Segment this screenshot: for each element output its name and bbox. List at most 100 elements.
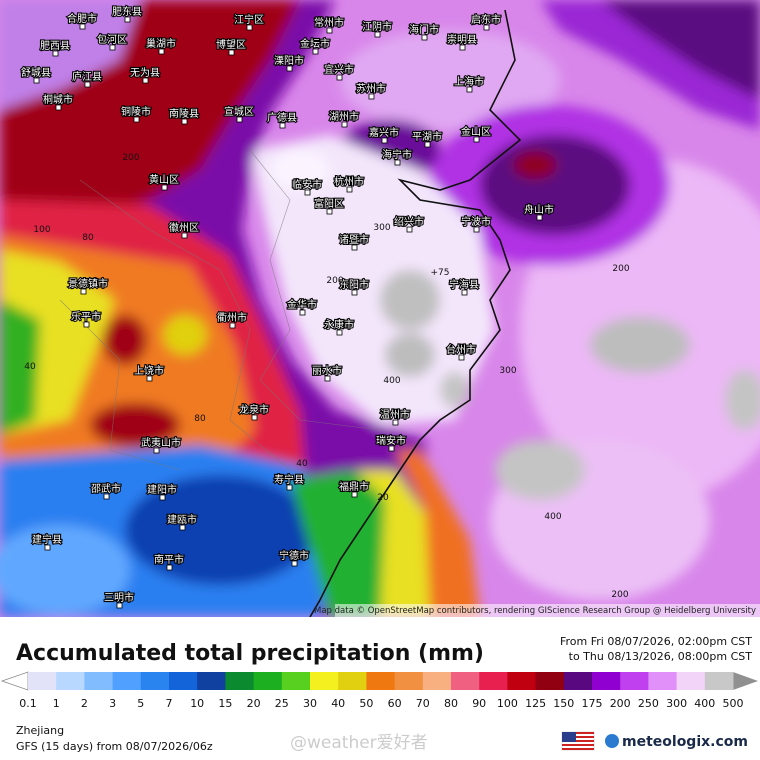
city-label: 建瓯市 xyxy=(167,513,197,526)
city-marker xyxy=(159,494,166,501)
city-marker xyxy=(79,23,86,30)
city-marker xyxy=(286,65,293,72)
legend-swatch xyxy=(338,672,367,690)
city-marker xyxy=(466,86,473,93)
city-label: 舟山市 xyxy=(524,203,554,216)
city-label: 上海市 xyxy=(454,75,484,88)
city-label: 福鼎市 xyxy=(339,480,369,493)
city-label: 合肥市 xyxy=(67,12,97,25)
contour-label: 40 xyxy=(296,459,308,469)
legend-label: 50 xyxy=(359,697,373,710)
city-label: 铜陵市 xyxy=(121,105,151,118)
region: Zhejiang xyxy=(16,724,64,737)
legend-swatch xyxy=(479,672,508,690)
city-label: 建阳市 xyxy=(147,483,177,496)
city-marker xyxy=(229,322,236,329)
city-label: 苏州市 xyxy=(356,82,386,95)
contour-label: 300 xyxy=(499,366,516,376)
logo: meteologix.com xyxy=(622,734,748,750)
legend-label: 250 xyxy=(638,697,659,710)
city-marker xyxy=(153,447,160,454)
legend-swatch xyxy=(140,672,170,690)
legend-swatch xyxy=(592,672,621,690)
city-marker xyxy=(103,493,110,500)
legend-label: 2 xyxy=(81,697,88,710)
city-marker xyxy=(473,136,480,143)
city-label: 宁波市 xyxy=(461,215,491,228)
city-label: 广德县 xyxy=(267,111,297,124)
city-marker xyxy=(279,122,286,129)
city-marker xyxy=(84,81,91,88)
city-label: 徽州区 xyxy=(169,221,199,234)
legend-label: 30 xyxy=(303,697,317,710)
city-label: 诸暨市 xyxy=(339,233,369,246)
city-label: 温州市 xyxy=(380,408,410,421)
city-label: 巢湖市 xyxy=(146,37,176,50)
contour-label: 300 xyxy=(373,223,390,233)
city-marker xyxy=(124,16,131,23)
contour-label: 100 xyxy=(33,225,50,235)
title: Accumulated total precipitation (mm) xyxy=(16,641,484,666)
city-label: 常州市 xyxy=(314,16,344,29)
legend-swatch xyxy=(28,672,57,690)
city-label: 建宁县 xyxy=(32,533,62,546)
city-label: 庐江县 xyxy=(72,70,102,83)
legend-label: 1 xyxy=(53,697,60,710)
legend-label: 5 xyxy=(137,697,144,710)
watermark: @weather爱好者 xyxy=(290,733,428,753)
legend-label: 175 xyxy=(582,697,603,710)
attribution: Map data © OpenStreetMap contributors, r… xyxy=(314,606,756,616)
city-label: 宜兴市 xyxy=(324,63,354,76)
city-label: 金坛市 xyxy=(300,37,330,50)
city-label: 乐平市 xyxy=(71,310,101,323)
city-label: 溧阳市 xyxy=(274,54,304,67)
city-marker xyxy=(461,289,468,296)
city-label: 杭州市 xyxy=(334,175,364,188)
city-label: 邵武市 xyxy=(91,482,121,495)
city-label: 启东市 xyxy=(471,13,501,26)
legend-swatch xyxy=(422,672,452,690)
city-label: 南平市 xyxy=(154,553,184,566)
city-label: 江阴市 xyxy=(362,20,392,33)
city-label: 江宁区 xyxy=(234,13,264,26)
legend-label: 70 xyxy=(416,697,430,710)
city-marker xyxy=(83,321,90,328)
contour-label: 200 xyxy=(612,264,629,274)
legend-label: 500 xyxy=(723,697,744,710)
city-marker xyxy=(286,484,293,491)
city-marker xyxy=(536,214,543,221)
contour-label: 400 xyxy=(544,512,561,522)
legend-swatch xyxy=(451,672,480,690)
contour-label: 40 xyxy=(24,362,36,372)
city-label: 嘉兴市 xyxy=(369,126,399,139)
city-label: 海门市 xyxy=(409,23,439,36)
contour-label: 200 xyxy=(326,276,343,286)
city-label: 绍兴市 xyxy=(394,215,424,228)
city-label: 台州市 xyxy=(446,343,476,356)
legend-swatch xyxy=(676,672,706,690)
city-label: 龙泉市 xyxy=(239,403,269,416)
city-label: 寿宁县 xyxy=(274,473,304,486)
city-label: 瑞安市 xyxy=(376,434,406,447)
city-marker xyxy=(324,375,331,382)
legend-label: 20 xyxy=(247,697,261,710)
city-marker xyxy=(473,226,480,233)
legend-label: 90 xyxy=(472,697,486,710)
city-label: 临安市 xyxy=(292,178,322,191)
city-label: 三明市 xyxy=(104,591,134,604)
legend-label: 25 xyxy=(275,697,289,710)
city-marker xyxy=(421,34,428,41)
city-label: 富阳区 xyxy=(314,197,344,210)
city-marker xyxy=(326,208,333,215)
model: GFS (15 days) from 08/07/2026/06z xyxy=(16,740,213,753)
period-to: to Thu 08/13/2026, 08:00pm CST xyxy=(569,650,753,663)
city-label: 衢州市 xyxy=(217,311,247,324)
legend-swatch xyxy=(112,672,142,690)
legend-label: 300 xyxy=(666,697,687,710)
city-marker xyxy=(142,77,149,84)
legend-swatch xyxy=(563,672,593,690)
period-from: From Fri 08/07/2026, 02:00pm CST xyxy=(560,635,752,648)
city-label: 丽水市 xyxy=(312,364,342,377)
city-label: 湖州市 xyxy=(329,110,359,123)
legend-swatch xyxy=(169,672,198,690)
